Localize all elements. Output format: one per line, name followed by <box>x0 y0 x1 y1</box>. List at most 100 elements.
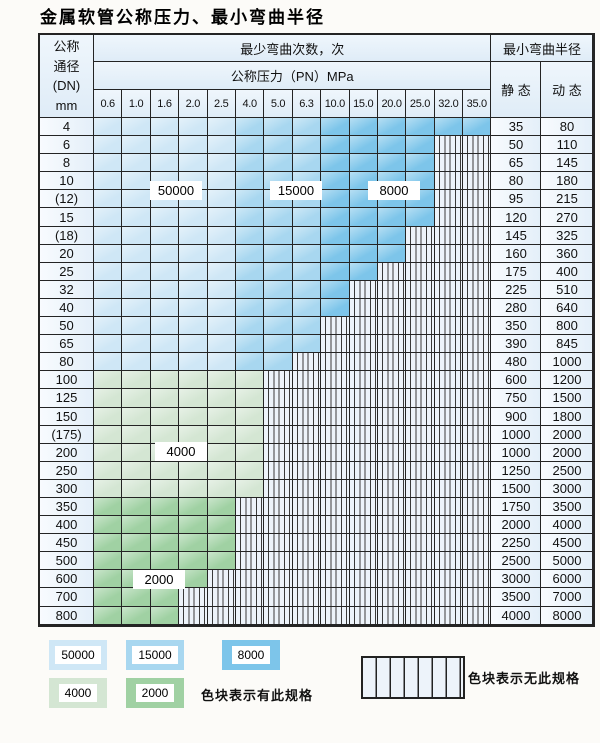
dn-header-line: 公称 <box>53 39 80 54</box>
spec-cell <box>235 443 265 462</box>
no-spec-cell <box>292 353 322 372</box>
no-spec-cell <box>434 570 464 589</box>
spec-cell <box>122 118 151 137</box>
spec-cell <box>235 118 265 137</box>
legend-no-spec-text: 色块表示无此规格 <box>468 671 581 686</box>
no-spec-cell <box>434 317 464 336</box>
spec-cell <box>150 262 180 281</box>
no-spec-cell <box>434 244 464 263</box>
no-spec-cell <box>292 516 322 535</box>
overlay-label: 2000 <box>133 570 185 589</box>
spec-cell <box>122 353 151 372</box>
spec-cell <box>94 118 123 137</box>
no-spec-cell <box>434 226 464 245</box>
spec-cell <box>150 317 180 336</box>
no-spec-cell <box>207 588 236 607</box>
no-spec-cell <box>434 425 464 444</box>
no-spec-cell <box>321 588 350 607</box>
spec-cell <box>207 244 236 263</box>
no-spec-cell <box>292 606 322 625</box>
no-spec-cell <box>349 497 378 517</box>
spec-cell <box>207 317 236 336</box>
no-spec-cell <box>463 389 492 408</box>
dynamic-value-cell: 400 <box>541 262 594 281</box>
no-spec-cell <box>463 516 492 535</box>
spec-cell <box>235 371 265 390</box>
no-spec-cell <box>349 552 378 571</box>
no-spec-cell <box>406 226 435 245</box>
no-spec-cell <box>377 606 407 625</box>
dynamic-value-cell: 270 <box>541 208 594 227</box>
dynamic-value-cell: 1200 <box>541 371 594 390</box>
dn-cell: 500 <box>40 552 94 571</box>
spec-cell <box>179 335 208 354</box>
spec-cell <box>264 208 293 227</box>
static-value-cell: 50 <box>491 136 542 155</box>
legend-has-spec-text: 色块表示有此规格 <box>201 688 314 703</box>
pressure-tick: 2.0 <box>179 90 208 118</box>
no-spec-cell <box>463 298 492 318</box>
spec-cell <box>235 172 265 191</box>
legend-swatch-15000-label: 15000 <box>132 646 178 664</box>
no-spec-cell <box>463 552 492 571</box>
spec-cell <box>179 570 208 589</box>
static-value-cell: 3500 <box>491 588 542 607</box>
spec-cell <box>94 425 123 444</box>
no-spec-cell <box>349 588 378 607</box>
dynamic-value-cell: 845 <box>541 335 594 354</box>
spec-cell <box>122 280 151 299</box>
no-spec-cell <box>349 606 378 625</box>
no-spec-cell <box>463 244 492 263</box>
spec-cell <box>264 317 293 336</box>
spec-cell <box>122 443 151 462</box>
no-spec-cell <box>463 425 492 444</box>
no-spec-cell <box>264 588 293 607</box>
pressure-tick: 0.6 <box>94 90 123 118</box>
static-value-cell: 750 <box>491 389 542 408</box>
spec-cell <box>122 389 151 408</box>
no-spec-cell <box>463 172 492 191</box>
no-spec-cell <box>349 371 378 390</box>
spec-cell <box>292 317 322 336</box>
spec-cell <box>122 407 151 426</box>
no-spec-cell <box>377 353 407 372</box>
static-value-cell: 1000 <box>491 425 542 444</box>
dn-cell: 65 <box>40 335 94 354</box>
spec-cell <box>264 226 293 245</box>
spec-cell <box>292 226 322 245</box>
pressure-tick: 15.0 <box>349 90 378 118</box>
no-spec-cell <box>377 280 407 299</box>
spec-cell <box>235 298 265 318</box>
no-spec-cell <box>321 335 350 354</box>
spec-cell <box>321 280 350 299</box>
no-spec-cell <box>434 190 464 209</box>
spec-cell <box>264 118 293 137</box>
dynamic-value-cell: 325 <box>541 226 594 245</box>
static-value-cell: 1000 <box>491 443 542 462</box>
dynamic-value-cell: 215 <box>541 190 594 209</box>
spec-cell <box>207 353 236 372</box>
no-spec-cell <box>406 244 435 263</box>
dn-cell: 200 <box>40 443 94 462</box>
no-spec-cell <box>406 534 435 553</box>
no-spec-cell <box>406 425 435 444</box>
dynamic-value-cell: 7000 <box>541 588 594 607</box>
static-value-cell: 80 <box>491 172 542 191</box>
spec-cell <box>207 425 236 444</box>
no-spec-cell <box>321 461 350 480</box>
static-value-cell: 225 <box>491 280 542 299</box>
spec-cell <box>207 172 236 191</box>
no-spec-cell <box>434 172 464 191</box>
static-value-cell: 390 <box>491 335 542 354</box>
static-value-cell: 175 <box>491 262 542 281</box>
no-spec-cell <box>463 353 492 372</box>
spec-cell <box>235 335 265 354</box>
spec-cell <box>377 226 407 245</box>
no-spec-cell <box>321 497 350 517</box>
no-spec-cell <box>292 588 322 607</box>
dn-header-line: 通径 <box>53 58 80 74</box>
spec-cell <box>207 154 236 173</box>
no-spec-cell <box>463 570 492 589</box>
spec-cell <box>321 208 350 227</box>
